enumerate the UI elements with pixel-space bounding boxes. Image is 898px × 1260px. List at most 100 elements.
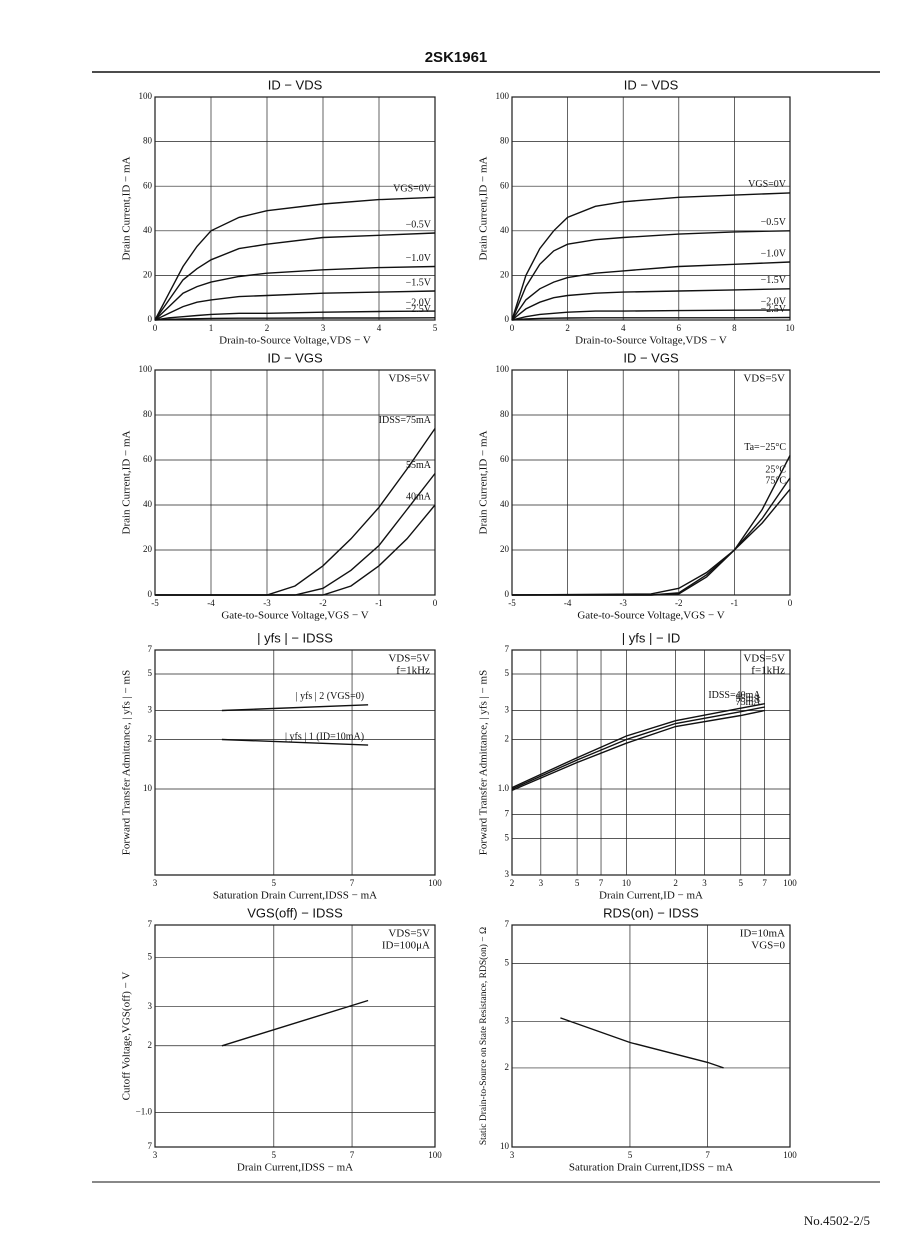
x-tick-label: 5: [272, 878, 277, 888]
x-tick-label: -2: [319, 598, 327, 608]
x-tick-label: 0: [510, 323, 515, 333]
x-tick-label: 0: [433, 598, 438, 608]
y-tick-label: 20: [500, 269, 510, 279]
curve: [512, 455, 791, 596]
x-tick-label: 7: [350, 878, 355, 888]
y-tick-label: 3: [505, 1016, 510, 1026]
plot-frame: [511, 649, 791, 876]
y-tick-label: 40: [500, 225, 510, 235]
curve: [154, 265, 436, 321]
curve-label: −0.5V: [406, 219, 432, 230]
curve: [511, 288, 791, 321]
x-tick-label: 8: [732, 323, 737, 333]
curve-label: VGS=0V: [393, 184, 432, 195]
y-tick-label: 3: [505, 705, 510, 715]
y-tick-label: 3: [505, 869, 510, 879]
y-tick-label: 80: [500, 409, 510, 419]
y-tick-label: 0: [505, 314, 510, 324]
y-axis-label: Drain Current,ID − mA: [478, 430, 490, 534]
plot-frame: [511, 924, 791, 1148]
x-tick-label: 0: [788, 598, 793, 608]
y-tick-label: 40: [500, 499, 510, 509]
x-axis-label: Drain Current,ID − mA: [599, 890, 703, 902]
curve: [511, 230, 791, 321]
curve-label: 55mA: [406, 460, 432, 471]
y-axis-label: Drain Current,ID − mA: [121, 430, 133, 534]
curve: [511, 261, 791, 321]
x-axis-label: Saturation Drain Current,IDSS − mA: [569, 1162, 733, 1174]
curve-label: 55mA: [736, 693, 762, 704]
y-axis-label: Forward Transfer Admittance, | yfs | − m…: [121, 670, 133, 855]
chart-title: | yfs | − IDSS: [257, 630, 333, 645]
y-tick-label: 10: [143, 783, 153, 793]
y-tick-label: 5: [148, 952, 153, 962]
curve-label: −2.0V: [761, 296, 787, 307]
curve: [154, 196, 436, 321]
y-axis-label: Forward Transfer Admittance, | yfs | − m…: [478, 670, 490, 855]
y-tick-label: 40: [143, 499, 153, 509]
x-tick-label: -3: [263, 598, 271, 608]
x-tick-label: 5: [738, 878, 743, 888]
curve-label: 75mA: [736, 697, 762, 708]
annotation: f=1kHz: [751, 665, 785, 677]
y-tick-label: 7: [148, 644, 153, 654]
x-tick-label: -2: [675, 598, 683, 608]
curve: [511, 706, 765, 790]
curve-label: −1.0V: [761, 248, 787, 259]
y-tick-label: 1.0: [498, 783, 510, 793]
y-tick-label: 7: [505, 644, 510, 654]
annotation: VDS=5V: [743, 653, 785, 665]
chart-title: | yfs | − ID: [622, 630, 680, 645]
y-tick-label: 60: [143, 180, 153, 190]
curve: [154, 290, 436, 321]
x-tick-label: 7: [350, 1150, 355, 1160]
chart-title: RDS(on) − IDSS: [603, 905, 699, 920]
curve-label: −2.5V: [761, 304, 787, 315]
x-tick-label: 5: [575, 878, 580, 888]
y-axis-label: Static Drain-to-Source on State Resistan…: [478, 927, 489, 1145]
curve-label: −2.0V: [406, 297, 432, 308]
y-tick-label: 5: [505, 668, 510, 678]
y-tick-label: 100: [496, 91, 510, 101]
x-tick-label: 3: [702, 878, 707, 888]
curve: [221, 704, 369, 712]
curve: [560, 1017, 724, 1069]
curve-label: 75°C: [765, 476, 786, 487]
curve: [511, 703, 765, 789]
curve: [511, 309, 791, 321]
y-tick-label: 5: [505, 833, 510, 843]
annotation: VGS=0: [751, 940, 785, 952]
y-tick-label: 2: [505, 734, 510, 744]
curve-label: VGS=0V: [748, 179, 787, 190]
curve-label: 25°C: [765, 464, 786, 475]
x-tick-label: 10: [786, 323, 796, 333]
x-tick-label: -4: [207, 598, 215, 608]
y-tick-label: 7: [505, 809, 510, 819]
curve: [511, 709, 765, 792]
y-tick-label: 0: [148, 314, 153, 324]
curve: [221, 999, 369, 1047]
curve-label: | yfs | 2 (VGS=0): [296, 691, 365, 702]
curve: [154, 310, 436, 321]
annotation: VDS=5V: [388, 928, 430, 940]
plot-frame: [511, 369, 791, 596]
x-tick-label: 0: [153, 323, 158, 333]
y-tick-label: 3: [148, 1001, 153, 1011]
y-tick-label: 20: [500, 544, 510, 554]
curve: [155, 473, 436, 596]
curve-label: −1.0V: [406, 253, 432, 264]
x-tick-label: 7: [762, 878, 767, 888]
x-tick-label: 10: [622, 878, 632, 888]
x-tick-label: 3: [153, 1150, 158, 1160]
y-tick-label: 2: [505, 1062, 510, 1072]
curve-label: | yfs | 1 (ID=10mA): [285, 731, 364, 742]
y-tick-label: 5: [505, 957, 510, 967]
x-tick-label: 4: [377, 323, 382, 333]
y-tick-label: 40: [143, 225, 153, 235]
x-tick-label: 2: [265, 323, 270, 333]
y-tick-label: 0: [505, 589, 510, 599]
y-tick-label: 60: [143, 454, 153, 464]
x-axis-label: Drain Current,IDSS − mA: [237, 1162, 353, 1174]
x-tick-label: -4: [564, 598, 572, 608]
